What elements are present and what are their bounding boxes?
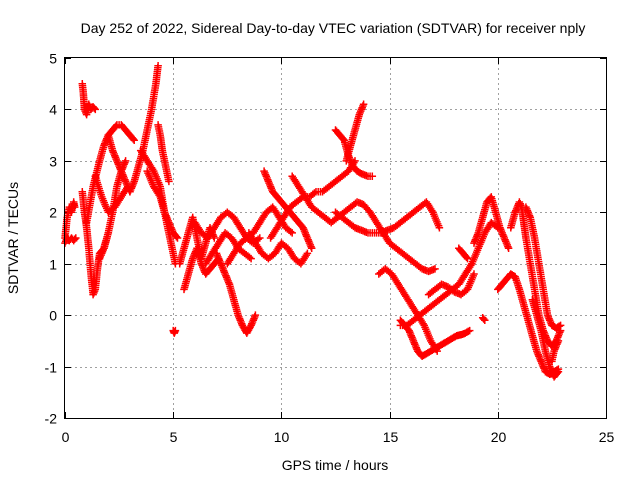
data-markers	[61, 61, 565, 381]
series-arc-12	[154, 121, 173, 186]
plus-markers	[169, 326, 180, 337]
series-arc-34	[494, 270, 563, 379]
plus-markers	[494, 270, 563, 379]
plus-markers	[154, 121, 173, 186]
series-arc-21	[260, 167, 316, 253]
series-arc-13	[169, 326, 180, 337]
plus-markers	[424, 270, 478, 299]
plus-markers	[522, 203, 565, 332]
plus-markers	[396, 218, 502, 330]
y-tick-label: 0	[49, 308, 57, 324]
plot-frame	[64, 57, 607, 419]
series-arc-03	[78, 79, 100, 119]
series-arc-31	[455, 244, 472, 263]
plus-markers	[455, 244, 472, 263]
y-tick-label: 1	[49, 257, 57, 273]
series-arc-36	[522, 203, 565, 332]
series-arc-38	[548, 337, 563, 366]
y-tick-label: -1	[45, 360, 58, 376]
x-tick-label: 20	[491, 429, 507, 445]
series-arc-08	[104, 131, 134, 196]
plus-markers	[548, 337, 563, 366]
plus-markers	[180, 244, 223, 294]
plus-markers	[331, 198, 444, 237]
plus-markers	[245, 229, 312, 268]
y-tick-label: 2	[49, 205, 57, 221]
x-tick-label: 25	[599, 429, 615, 445]
plus-markers	[78, 79, 100, 119]
plus-markers	[260, 167, 316, 253]
x-axis-label: GPS time / hours	[282, 457, 389, 473]
x-tick-label: 0	[62, 429, 70, 445]
y-tick-label: 3	[49, 154, 57, 170]
axis-ticks: 0 5 10 15 20 25 -2 -1 0 1 2 3 4 5	[45, 51, 615, 446]
plus-markers	[528, 295, 563, 381]
plus-markers	[375, 265, 441, 355]
series-arc-11	[143, 167, 182, 242]
plus-markers	[143, 167, 182, 242]
series-arc-26	[331, 198, 444, 237]
y-axis-label: SDTVAR / TECUs	[5, 182, 21, 294]
x-tick-label: 5	[170, 429, 178, 445]
y-tick-label: -2	[45, 411, 58, 427]
series-arc-20	[245, 229, 312, 268]
y-tick-label: 4	[49, 102, 57, 118]
plus-markers	[212, 249, 260, 337]
series-arc-32	[470, 193, 513, 253]
series-arc-24	[342, 100, 368, 165]
plus-markers	[478, 313, 489, 325]
series-arc-29	[396, 218, 502, 330]
series-arc-27	[375, 265, 441, 355]
series-arc-15	[180, 244, 223, 294]
series-arc-30	[424, 270, 478, 299]
plus-markers	[342, 100, 368, 165]
y-tick-label: 5	[49, 51, 57, 67]
series-arc-37	[528, 295, 563, 381]
chart-title: Day 252 of 2022, Sidereal Day-to-day VTE…	[81, 20, 586, 36]
grid-lines	[65, 58, 606, 418]
series-arc-33	[478, 313, 489, 325]
x-tick-label: 15	[383, 429, 399, 445]
x-tick-label: 10	[274, 429, 290, 445]
plus-markers	[104, 131, 134, 196]
series-arc-18	[212, 249, 260, 337]
plus-markers	[470, 193, 513, 253]
